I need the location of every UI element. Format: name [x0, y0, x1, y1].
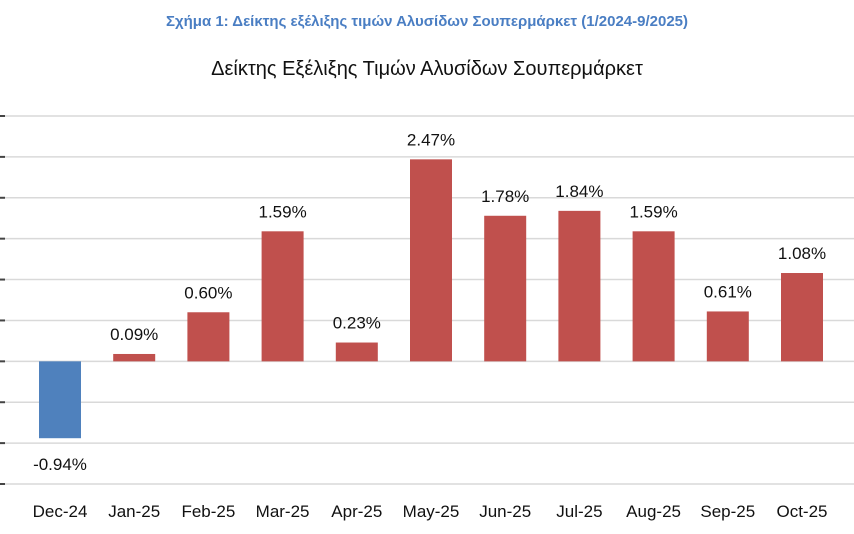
data-label-may-25: 2.47%: [407, 130, 455, 149]
bar-apr-25: [335, 342, 378, 362]
x-tick-label-apr-25: Apr-25: [331, 502, 382, 521]
bar-jan-25: [113, 353, 156, 362]
data-label-feb-25: 0.60%: [184, 283, 232, 302]
data-label-dec-24: -0.94%: [33, 455, 87, 474]
x-axis-ticks: Dec-24 Jan-25 Feb-25 Mar-25 Apr-25 May-25 Jun-…: [33, 502, 828, 521]
figure-caption: Σχήμα 1: Δείκτης εξέλιξης τιμών Αλυσίδων…: [165, 13, 689, 30]
bar-jul-25: [558, 210, 601, 362]
x-tick-label-mar-25: Mar-25: [256, 502, 310, 521]
bar-oct-25: [781, 273, 823, 362]
x-tick-label-jul-25: Jul-25: [556, 502, 602, 521]
x-tick-label-jan-25: Jan-25: [108, 502, 160, 521]
data-label-oct-25: 1.08%: [778, 244, 826, 263]
data-labels: -0.94% 0.09% 0.60% 1.59% 0.23% 2.47% 1.78% 1.84…: [33, 130, 826, 474]
bars: [39, 159, 823, 439]
bar-sep-25: [706, 311, 749, 362]
bar-feb-25: [187, 312, 230, 362]
x-tick-label-may-25: May-25: [403, 502, 460, 521]
data-label-mar-25: 1.59%: [258, 202, 306, 221]
data-label-apr-25: 0.23%: [333, 314, 381, 333]
x-tick-label-jun-25: Jun-25: [479, 502, 531, 521]
bar-mar-25: [261, 231, 304, 362]
bar-jun-25: [484, 215, 527, 362]
data-label-jul-25: 1.84%: [555, 182, 603, 201]
x-tick-label-feb-25: Feb-25: [181, 502, 235, 521]
chart-title: Δείκτης Εξέλιξης Τιμών Αλυσίδων Σουπερμά…: [211, 58, 643, 80]
data-label-sep-25: 0.61%: [704, 282, 752, 301]
x-tick-label-dec-24: Dec-24: [33, 502, 88, 521]
data-label-aug-25: 1.59%: [629, 202, 677, 221]
x-tick-label-sep-25: Sep-25: [700, 502, 755, 521]
bar-aug-25: [632, 231, 675, 362]
x-tick-label-oct-25: Oct-25: [776, 502, 827, 521]
bar-may-25: [410, 159, 452, 362]
data-label-jun-25: 1.78%: [481, 187, 529, 206]
bar-dec-24: [39, 361, 81, 439]
x-tick-label-aug-25: Aug-25: [626, 502, 681, 521]
data-label-jan-25: 0.09%: [110, 325, 158, 344]
